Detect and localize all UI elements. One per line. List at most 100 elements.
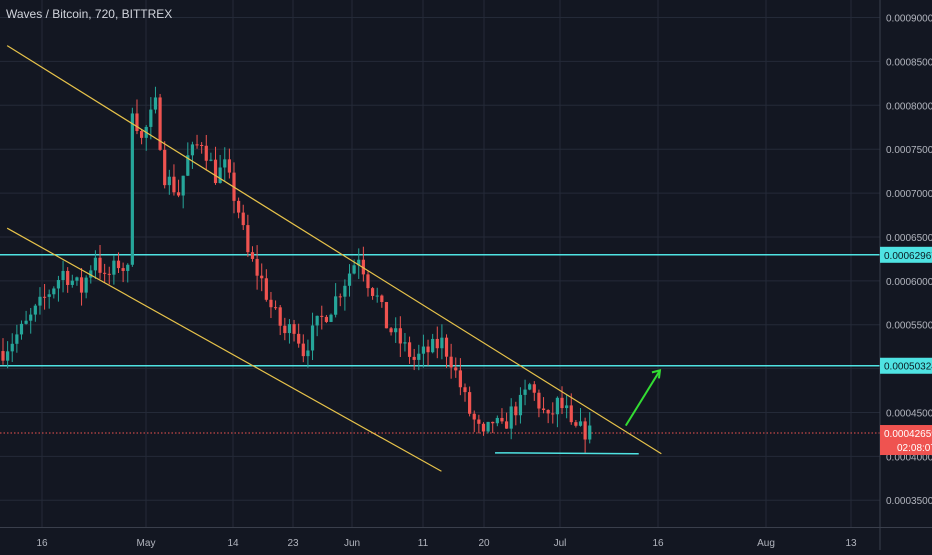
candle-body	[130, 113, 134, 265]
candle-body	[167, 176, 171, 186]
candle-body	[176, 192, 181, 196]
candle-body	[153, 97, 158, 110]
candle-body	[528, 384, 532, 390]
candle-body	[237, 200, 241, 213]
candle-body	[472, 413, 476, 420]
candle-body	[421, 346, 426, 354]
candle-body	[264, 278, 268, 300]
candle-body	[190, 144, 195, 156]
x-tick-label: 13	[845, 538, 857, 549]
candle-body	[389, 328, 393, 333]
candle-body	[518, 394, 523, 416]
candle-body	[19, 323, 24, 335]
candle-body	[440, 337, 444, 349]
candle-body	[126, 264, 130, 271]
candle-body	[541, 408, 546, 410]
x-tick-label: Jul	[554, 538, 567, 549]
candle-body	[33, 305, 37, 315]
x-tick-label: Jun	[344, 538, 360, 549]
candle-body	[417, 353, 421, 360]
candle-body	[227, 159, 231, 173]
grid-layer	[0, 0, 880, 527]
candle-body	[426, 346, 430, 353]
y-tick-label: 0.00090000	[886, 14, 932, 25]
level-layer	[0, 254, 880, 434]
candle-body	[292, 324, 296, 334]
candle-body	[61, 270, 65, 281]
candle-body	[29, 314, 33, 321]
candle-body	[79, 277, 84, 293]
candle-body	[537, 392, 541, 409]
candle-body	[495, 417, 499, 424]
candle-body	[200, 145, 204, 147]
chart-title: Waves / Bitcoin, 720, BITTREX	[6, 7, 173, 21]
candle-body	[338, 296, 342, 298]
candle-body	[324, 316, 328, 322]
candle-body	[320, 315, 324, 317]
candle-body	[444, 337, 449, 357]
level-price-label: 0.00050324	[884, 362, 932, 373]
drawing-layer	[6, 45, 662, 472]
candle-body	[574, 422, 578, 426]
candle-body	[301, 343, 305, 357]
last-price-tag	[880, 425, 932, 456]
candle-body	[283, 325, 287, 334]
candle-body	[56, 280, 61, 289]
candle-body	[278, 307, 282, 326]
candle-body	[297, 333, 301, 344]
breakout-arrow	[624, 369, 661, 427]
candle-body	[209, 159, 213, 161]
candle-body	[375, 295, 379, 297]
candle-body	[84, 277, 88, 293]
candle-body	[223, 159, 227, 168]
candle-body	[103, 272, 107, 274]
x-tick-label: 16	[652, 538, 664, 549]
candle-body	[565, 405, 569, 409]
candle-body	[481, 423, 486, 432]
candle-body	[38, 296, 42, 306]
level-price-label: 0.00062967	[884, 251, 932, 262]
candle-body	[403, 342, 407, 344]
candle-body	[116, 260, 121, 269]
candle-body	[250, 252, 255, 259]
x-tick-label: 14	[227, 538, 239, 549]
candle-layer	[1, 86, 592, 453]
level-price-tag	[880, 357, 932, 374]
candle-body	[463, 387, 467, 393]
candle-body	[334, 296, 338, 315]
candle-body	[218, 167, 222, 184]
candle-body	[121, 268, 125, 271]
candle-body	[371, 288, 375, 296]
candle-body	[532, 384, 536, 393]
candle-body	[486, 421, 490, 432]
candle-body	[352, 265, 356, 274]
candle-body	[287, 324, 292, 334]
candle-body	[578, 421, 583, 426]
candle-body	[343, 285, 347, 297]
candle-body	[407, 342, 412, 357]
candle-body	[569, 405, 573, 423]
candle-body	[158, 97, 162, 150]
last-price-label: 0.00042659	[884, 429, 932, 440]
candle-body	[380, 295, 384, 303]
x-tick-label: May	[137, 538, 156, 549]
candle-body	[555, 397, 559, 415]
candle-body	[366, 274, 370, 289]
candle-body	[449, 356, 453, 368]
candle-body	[98, 257, 102, 273]
candle-body	[24, 320, 28, 324]
candle-body	[458, 370, 462, 388]
candle-body	[306, 350, 310, 357]
support-segment	[495, 452, 639, 455]
candle-body	[70, 280, 74, 285]
candle-body	[66, 270, 70, 285]
candle-body	[213, 159, 218, 184]
